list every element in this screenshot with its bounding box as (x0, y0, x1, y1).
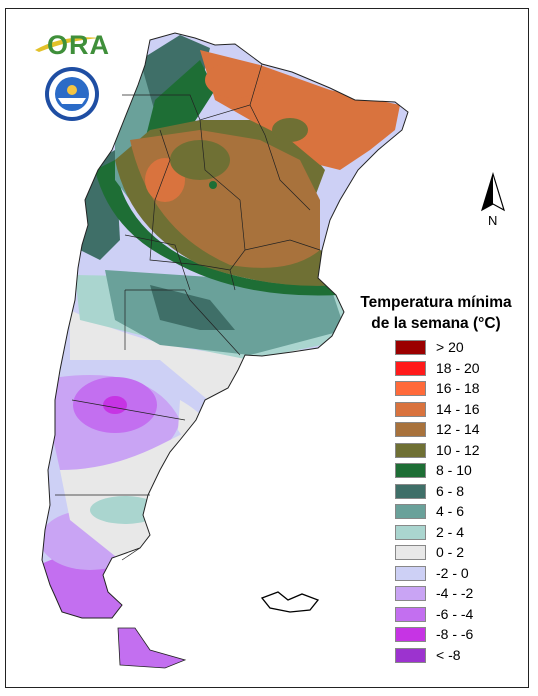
legend-swatch (395, 381, 426, 396)
legend-label: 14 - 16 (436, 400, 480, 417)
north-label: N (488, 213, 498, 228)
legend-label: 6 - 8 (436, 482, 465, 499)
legend-label: 4 - 6 (436, 503, 465, 519)
legend-swatch (395, 422, 426, 437)
legend-swatch (395, 463, 426, 478)
legend-title-line1: Temperatura mínima (360, 294, 512, 311)
legend-swatch (395, 442, 426, 458)
ora-logo: ORA (33, 28, 109, 62)
legend-label: 0 - 2 (436, 544, 465, 560)
legend-label: -4 - -2 (436, 585, 474, 601)
legend-swatch (395, 340, 426, 355)
legend-swatch (395, 504, 426, 519)
legend-swatch (395, 586, 426, 601)
legend-swatch (395, 565, 426, 581)
legend-label: -8 - -6 (436, 626, 474, 642)
legend-swatch (395, 606, 426, 622)
legend-label: 8 - 10 (436, 462, 472, 478)
legend-label: -2 - 0 (436, 564, 469, 581)
legend-title-line2: de la semana (°C) (371, 315, 501, 332)
legend-label: > 20 (436, 339, 464, 355)
legend-swatch (395, 647, 426, 663)
legend-label: 10 - 12 (436, 441, 480, 458)
legend-label: 2 - 4 (436, 523, 465, 540)
legend-title: Temperatura mínima de la semana (°C) (340, 292, 532, 334)
legend-label: 12 - 14 (436, 421, 480, 437)
legend-label: -6 - -4 (436, 605, 474, 622)
legend-swatch (395, 627, 426, 642)
north-arrow-icon (480, 172, 506, 212)
legend-swatch (395, 401, 426, 417)
institution-seal-icon (44, 66, 100, 122)
legend-label: 16 - 18 (436, 380, 480, 396)
ora-swoosh-icon (35, 37, 101, 52)
legend-swatch (395, 545, 426, 560)
legend-label: 18 - 20 (436, 359, 480, 376)
legend-swatch (395, 524, 426, 540)
ora-logo-text: ORA (47, 30, 110, 60)
legend-swatch (395, 483, 426, 499)
legend-label: < -8 (436, 646, 461, 663)
legend-swatch (395, 360, 426, 376)
